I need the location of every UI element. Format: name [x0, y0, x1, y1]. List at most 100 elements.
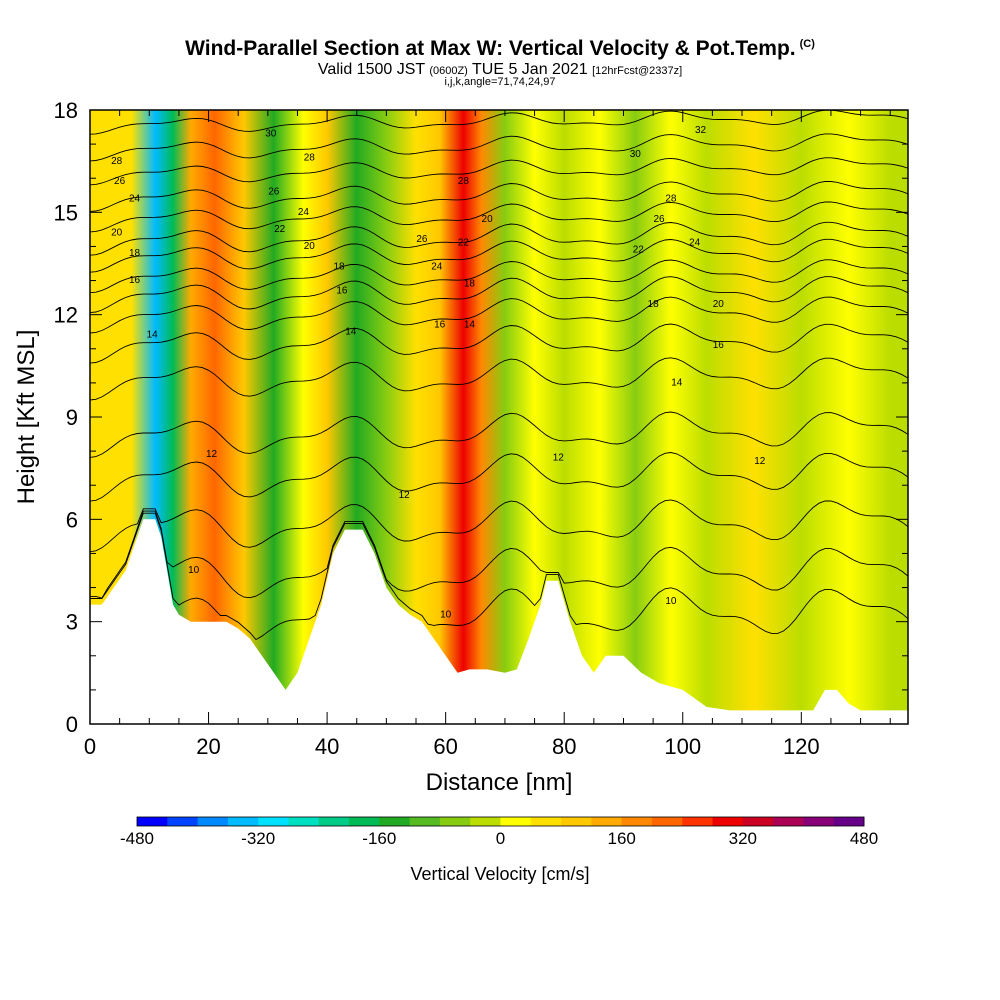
contour-label: 22 [633, 245, 645, 256]
colorbar-tick-label: 160 [608, 829, 636, 848]
contour-label: 20 [304, 241, 316, 252]
theta-contour-line [90, 510, 908, 599]
contour-label: 18 [129, 248, 141, 259]
theta-contour-line [90, 357, 908, 401]
contour-label: 16 [129, 275, 141, 286]
contour-label: 12 [206, 449, 218, 460]
contour-label: 12 [553, 453, 565, 464]
theta-contour-line [90, 133, 908, 162]
contour-label: 32 [695, 125, 707, 136]
theta-contour-line [90, 201, 908, 233]
contour-label: 18 [333, 262, 345, 273]
contour-label: 24 [298, 207, 310, 218]
y-axis-title: Height [Kft MSL] [13, 330, 40, 505]
contour-label: 22 [458, 238, 470, 249]
contour-label: 14 [345, 326, 357, 337]
x-tick-label: 100 [664, 734, 701, 759]
colorbar-swatch [500, 817, 532, 826]
y-tick-label: 12 [54, 303, 78, 328]
y-tick-label: 3 [66, 610, 78, 635]
contour-label: 28 [304, 152, 316, 163]
colorbar-swatch [167, 817, 199, 826]
subtitle-date: TUE 5 Jan 2021 [472, 61, 588, 78]
x-tick-label: 20 [196, 734, 220, 759]
colorbar-tick-label: -160 [362, 829, 396, 848]
theta-contour-line [90, 259, 908, 294]
theta-contour-line [90, 499, 908, 553]
x-tick-label: 80 [552, 734, 576, 759]
contour-label: 30 [630, 149, 642, 160]
colorbar-swatch [591, 817, 623, 826]
subtitle-utc: (0600Z) [429, 65, 468, 77]
y-tick-label: 18 [54, 98, 78, 123]
colorbar-swatch [318, 817, 350, 826]
x-tick-label: 0 [84, 734, 96, 759]
colorbar-tick-label: 0 [496, 829, 505, 848]
colorbar-swatch [530, 817, 562, 826]
colorbar-swatch [651, 817, 683, 826]
contour-label: 16 [336, 285, 348, 296]
colorbar-swatch [197, 817, 229, 826]
contour-label: 18 [464, 279, 476, 290]
plot-background [90, 110, 908, 724]
y-tick-label: 9 [66, 405, 78, 430]
contour-label: 20 [482, 214, 494, 225]
colorbar-tick-label: -320 [241, 829, 275, 848]
contour-label: 16 [713, 340, 725, 351]
chart-title: Wind-Parallel Section at Max W: Vertical… [0, 37, 1000, 61]
colorbar-swatch [742, 817, 774, 826]
theta-contour-line [90, 411, 908, 458]
colorbar-swatch [227, 817, 259, 826]
copyright-mark: (C) [799, 38, 815, 50]
colorbar-swatch [349, 817, 380, 826]
theta-contour-line [90, 296, 908, 334]
contour-label: 20 [713, 299, 725, 310]
x-tick-label: 60 [433, 734, 457, 759]
plot-area: 2826242018161412103028262422201816141210… [90, 110, 908, 724]
y-axis: 0 3 6 9 12 15 18 [54, 98, 908, 737]
theta-contour-line [90, 181, 908, 212]
contour-label: 20 [111, 227, 123, 238]
x-tick-label: 120 [783, 734, 820, 759]
contour-label: 12 [399, 490, 411, 501]
colorbar-swatch [561, 817, 592, 826]
contour-label: 14 [147, 330, 159, 341]
theta-contour-line [90, 157, 908, 186]
theta-contour-line [90, 221, 908, 256]
chart-title-text: Wind-Parallel Section at Max W: Vertical… [185, 37, 796, 60]
terrain-mask [90, 519, 908, 724]
colorbar-swatch [470, 817, 501, 826]
contour-label: 30 [265, 129, 277, 140]
colorbar-frame [136, 816, 865, 827]
colorbar-tick-label: -480 [120, 829, 154, 848]
contour-label: 18 [648, 299, 660, 310]
contour-label: 10 [440, 609, 452, 620]
contour-label: 28 [111, 156, 123, 167]
colorbar-swatch [409, 817, 441, 826]
theta-contour-line [90, 323, 908, 364]
colorbar-swatch [682, 817, 714, 826]
y-tick-label: 0 [66, 712, 78, 737]
x-axis: 0 20 40 60 80 100 120 [84, 110, 891, 759]
colorbar-swatch [288, 817, 320, 826]
contour-label: 24 [129, 193, 141, 204]
colorbar-swatch [379, 817, 411, 826]
theta-contour-line [90, 452, 908, 502]
contour-label: 28 [458, 176, 470, 187]
theta-contour-line [90, 512, 908, 641]
contour-label: 16 [434, 320, 446, 331]
contour-label: 24 [431, 262, 443, 273]
contour-label: 26 [416, 234, 428, 245]
theta-contour-labels: 2826242018161412103028262422201816141210… [111, 125, 766, 620]
colorbar-swatch [773, 817, 804, 826]
colorbar-swatch [137, 817, 168, 826]
theta-contour-line [90, 110, 908, 135]
x-axis-title: Distance [nm] [426, 769, 573, 796]
contour-label: 14 [671, 378, 683, 389]
subtitle-valid: Valid 1500 JST [317, 61, 425, 78]
contour-label: 10 [665, 596, 677, 607]
colorbar-title: Vertical Velocity [cm/s] [410, 864, 589, 884]
colorbar-swatch [833, 817, 865, 826]
contour-label: 14 [464, 320, 476, 331]
